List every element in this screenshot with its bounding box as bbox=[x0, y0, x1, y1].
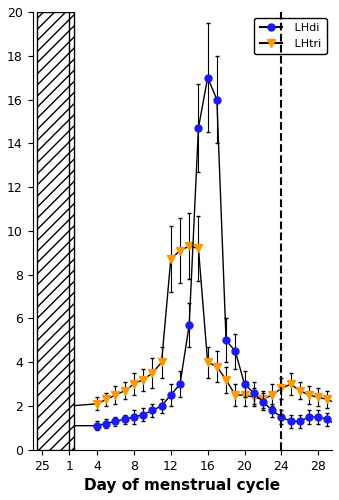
Text: IU/L: IU/L bbox=[41, 18, 69, 32]
Legend:  LHdi,  LHtri: LHdi, LHtri bbox=[254, 18, 326, 54]
X-axis label: Day of menstrual cycle: Day of menstrual cycle bbox=[84, 478, 280, 493]
Bar bbox=[37, 12, 74, 450]
